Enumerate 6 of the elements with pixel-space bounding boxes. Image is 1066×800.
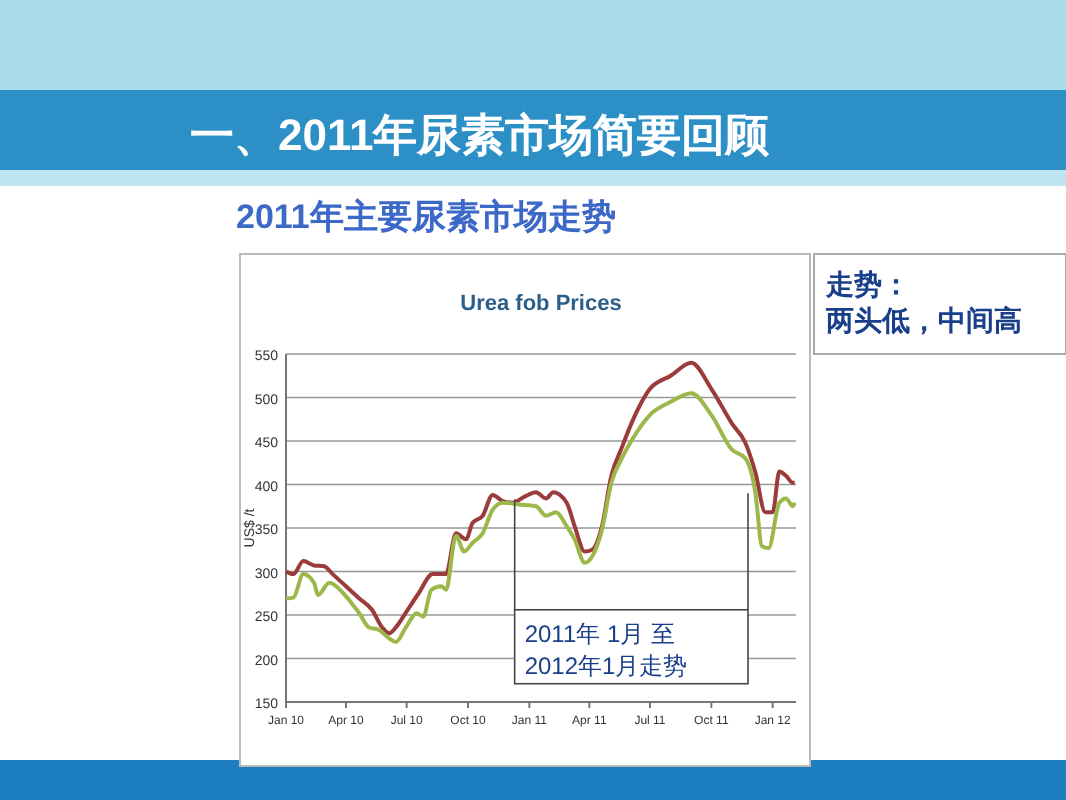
text: 走势： (824, 268, 910, 300)
text: 2011年主要尿素市场走势 (236, 198, 616, 236)
band-label: 2011年 1月 至 2012年1月走势 (524, 619, 688, 680)
text: 两头低，中间高 (824, 304, 1022, 336)
chart-title: Urea fob Prices (460, 292, 622, 316)
chart-subtitle: 一、2011年尿素市场简要回顾 (190, 110, 772, 160)
